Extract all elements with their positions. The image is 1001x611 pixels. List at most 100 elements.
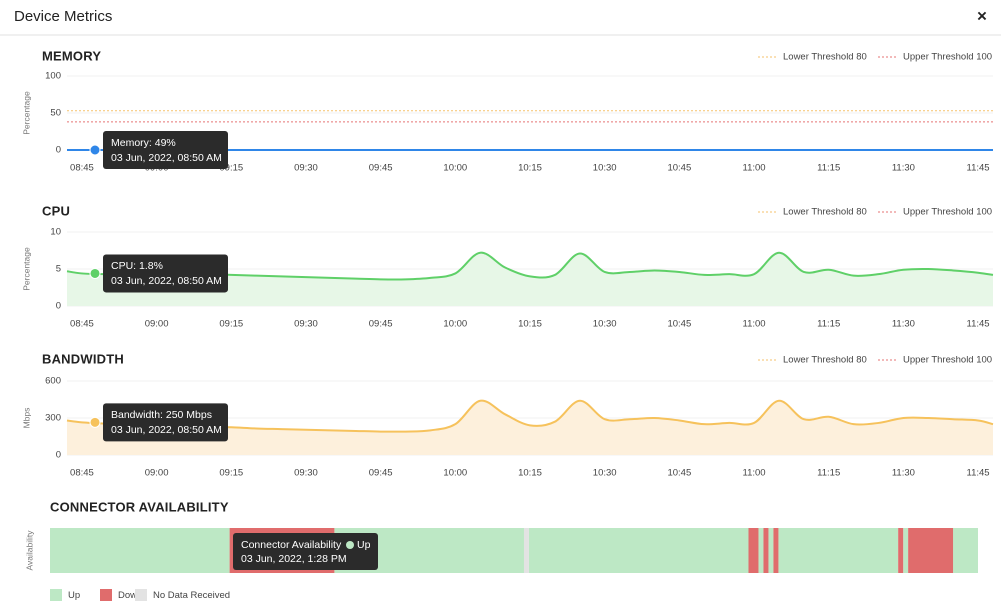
threshold-legend-label: Lower Threshold 80 [783, 355, 867, 366]
y-tick-label: 300 [45, 413, 61, 424]
x-tick-label: 11:00 [742, 163, 765, 174]
tooltip-box [103, 254, 228, 293]
x-tick-label: 09:30 [294, 319, 318, 330]
y-tick-label: 0 [56, 450, 61, 461]
availability-segment [903, 528, 909, 573]
tooltip-text: Bandwidth: 250 Mbps [111, 409, 212, 421]
x-tick-label: 11:15 [817, 468, 840, 479]
tooltip-text: 03 Jun, 2022, 08:50 AM [111, 152, 222, 164]
y-tick-label: 5 [56, 264, 61, 275]
x-tick-label: 09:30 [294, 163, 318, 174]
x-tick-label: 11:00 [742, 319, 765, 330]
y-axis-label: Percentage [21, 91, 31, 135]
availability-segment [898, 528, 904, 573]
x-tick-label: 10:15 [518, 163, 542, 174]
availability-segment [748, 528, 759, 573]
availability-segment [773, 528, 779, 573]
x-tick-label: 10:15 [518, 468, 542, 479]
close-button[interactable]: × [977, 6, 987, 25]
x-tick-label: 09:45 [369, 163, 393, 174]
x-tick-label: 09:45 [369, 468, 393, 479]
x-tick-label: 10:45 [667, 319, 691, 330]
tooltip-status-dot [346, 541, 354, 549]
x-tick-label: 11:45 [967, 319, 990, 330]
availability-segment [778, 528, 899, 573]
y-tick-label: 0 [56, 301, 61, 312]
x-tick-label: 09:15 [219, 468, 243, 479]
area-fill [67, 252, 993, 306]
y-tick-label: 50 [50, 108, 61, 119]
threshold-legend-label: Upper Threshold 100 [903, 52, 992, 63]
x-tick-label: 09:45 [369, 319, 393, 330]
tooltip-text: 03 Jun, 2022, 08:50 AM [111, 275, 222, 287]
legend-label: Down [118, 590, 142, 601]
availability-segment [528, 528, 749, 573]
x-tick-label: 09:15 [219, 319, 243, 330]
hover-point [89, 144, 101, 156]
tooltip-text: 03 Jun, 2022, 08:50 AM [111, 424, 222, 436]
tooltip-text: Up [357, 539, 371, 551]
hover-point [89, 416, 101, 428]
x-tick-label: 11:45 [967, 163, 990, 174]
x-tick-label: 08:45 [70, 468, 94, 479]
tooltip-box [103, 403, 228, 442]
legend-label: No Data Received [153, 590, 230, 601]
chart-title: MEMORY [42, 48, 101, 63]
availability-segment [908, 528, 954, 573]
y-tick-label: 10 [50, 227, 61, 238]
x-tick-label: 10:00 [443, 468, 467, 479]
tooltip-text: CPU: 1.8% [111, 260, 163, 272]
x-tick-label: 09:30 [294, 468, 318, 479]
y-tick-label: 600 [45, 376, 61, 387]
x-tick-label: 11:15 [817, 163, 840, 174]
x-tick-label: 10:30 [593, 163, 617, 174]
threshold-legend-label: Upper Threshold 100 [903, 355, 992, 366]
availability-segment [768, 528, 774, 573]
y-axis-label: Percentage [21, 247, 31, 291]
x-tick-label: 10:00 [443, 163, 467, 174]
x-tick-label: 11:30 [892, 468, 915, 479]
tooltip-box [103, 131, 228, 169]
x-tick-label: 10:45 [667, 163, 691, 174]
legend-label: Up [68, 590, 80, 601]
hover-point [89, 267, 101, 279]
threshold-legend-label: Upper Threshold 100 [903, 207, 992, 218]
y-tick-label: 0 [56, 145, 61, 156]
x-tick-label: 11:30 [892, 163, 915, 174]
chart-title: CPU [42, 203, 70, 218]
x-tick-label: 09:15 [219, 163, 243, 174]
x-tick-label: 11:45 [967, 468, 990, 479]
availability-segment [953, 528, 978, 573]
chart-title: CONNECTOR AVAILABILITY [50, 499, 229, 514]
x-tick-label: 11:30 [892, 319, 915, 330]
chart-title: BANDWIDTH [42, 351, 124, 366]
dialog-title: Device Metrics [14, 8, 112, 25]
availability-segment [523, 528, 529, 573]
area-fill [67, 400, 993, 455]
tooltip-text: Memory: 49% [111, 137, 176, 149]
x-tick-label: 10:00 [443, 319, 467, 330]
x-tick-label: 09:00 [145, 468, 169, 479]
threshold-legend-label: Lower Threshold 80 [783, 52, 867, 63]
x-tick-label: 08:45 [70, 163, 94, 174]
x-tick-label: 08:45 [70, 319, 94, 330]
availability-segment [758, 528, 764, 573]
threshold-legend-label: Lower Threshold 80 [783, 207, 867, 218]
tooltip-text: 03 Jun, 2022, 1:28 PM [241, 553, 347, 565]
availability-segment [763, 528, 769, 573]
x-tick-label: 11:15 [817, 319, 840, 330]
legend-swatch [50, 589, 62, 601]
legend-swatch [135, 589, 147, 601]
availability-segment [50, 528, 230, 573]
x-tick-label: 10:30 [593, 468, 617, 479]
y-tick-label: 100 [45, 71, 61, 82]
x-tick-label: 11:00 [742, 468, 765, 479]
tooltip-text: Connector Availability [241, 539, 342, 551]
x-tick-label: 10:45 [667, 468, 691, 479]
x-tick-label: 09:00 [145, 319, 169, 330]
y-axis-label: Mbps [21, 408, 31, 429]
x-tick-label: 10:30 [593, 319, 617, 330]
x-tick-label: 10:15 [518, 319, 542, 330]
